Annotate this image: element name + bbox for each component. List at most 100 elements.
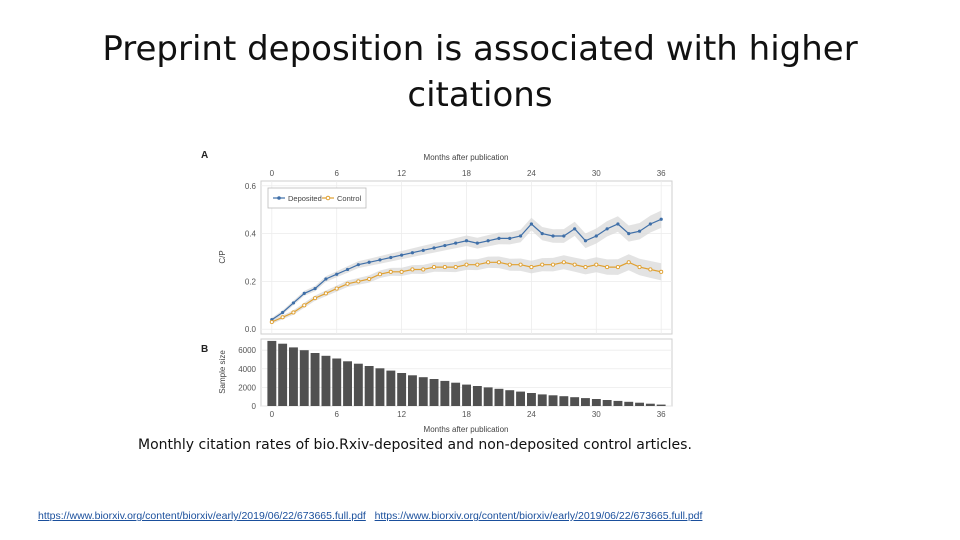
panel-a-top-xlabel: Months after publication [424, 153, 509, 162]
data-point-deposited [335, 272, 339, 276]
data-point-control [561, 260, 566, 265]
panel-a-confidence-bands [271, 210, 662, 324]
data-point-deposited [410, 251, 415, 255]
data-point-deposited [302, 291, 306, 295]
bar [375, 368, 385, 406]
data-point-deposited [367, 260, 371, 264]
bar [397, 373, 407, 406]
bar [364, 366, 374, 406]
data-point-control [432, 265, 437, 270]
bar [559, 396, 569, 406]
legend-deposited-marker [277, 196, 281, 200]
panel-b-label: B [201, 344, 208, 355]
bar [462, 384, 471, 406]
data-point-control [464, 262, 469, 267]
panel-b-xtick-label: 12 [397, 410, 406, 419]
data-point-deposited [562, 234, 566, 238]
citation-figure: A Months after publication 0 6 12 18 24 30 36 … [201, 150, 673, 434]
slide-title: Preprint deposition is associated with h… [102, 29, 858, 115]
data-point-control [475, 262, 480, 267]
data-point-deposited [291, 301, 296, 305]
bar [591, 399, 601, 406]
panel-a-ytick-label: 0.0 [245, 325, 257, 334]
data-point-deposited [508, 236, 512, 240]
panel-b-xlabel: Months after publication [424, 425, 509, 434]
bar [418, 377, 428, 406]
panel-b-xtick-label: 30 [592, 410, 601, 419]
data-point-control [648, 267, 653, 272]
bar [645, 403, 655, 406]
data-point-control [377, 272, 383, 277]
bar [321, 355, 331, 407]
bar [602, 400, 612, 406]
legend-deposited-label: Deposited [288, 194, 322, 203]
data-point-deposited [605, 227, 609, 231]
bar [581, 398, 590, 406]
data-point-deposited [627, 231, 631, 236]
data-point-control [615, 265, 620, 270]
panel-b-yticks: 0 2000 4000 6000 [238, 346, 256, 411]
data-point-control [572, 262, 577, 267]
data-point-deposited [454, 241, 458, 245]
bar [310, 353, 320, 406]
panel-a-xtick-label: 18 [462, 169, 471, 178]
bar [494, 388, 504, 406]
panel-b-xtick-label: 0 [270, 410, 275, 419]
bar [267, 340, 277, 406]
legend-control-label: Control [337, 194, 362, 203]
data-point-control [529, 265, 534, 270]
bar [505, 390, 515, 406]
data-point-control [583, 265, 588, 270]
data-point-control [626, 260, 631, 265]
bar [278, 343, 288, 406]
data-point-control [334, 286, 339, 291]
data-point-deposited [637, 229, 642, 233]
data-point-deposited [313, 286, 317, 291]
panel-a-ylabel: C/P [218, 250, 227, 263]
data-point-control [388, 269, 393, 274]
bar [343, 361, 352, 406]
figure-caption: Monthly citation rates of bio.Rxiv-depos… [138, 437, 692, 453]
confidence-band-deposited [271, 210, 662, 322]
bar [613, 400, 623, 406]
data-point-control [421, 267, 426, 272]
data-point-deposited [497, 236, 501, 240]
legend-box [267, 187, 367, 209]
panel-b-xtick-label: 6 [334, 410, 339, 419]
source-link-1[interactable]: https://www.biorxiv.org/content/biorxiv/… [38, 510, 366, 522]
data-point-deposited [421, 248, 425, 252]
bar [353, 363, 363, 406]
data-point-deposited [540, 231, 544, 236]
data-point-deposited [648, 222, 652, 226]
data-point-control [496, 260, 501, 265]
data-point-deposited [443, 243, 447, 248]
bar [635, 402, 644, 406]
data-point-deposited [281, 310, 285, 315]
data-point-control [518, 262, 523, 267]
data-point-deposited [464, 239, 469, 243]
data-point-deposited [378, 258, 382, 262]
data-point-control [291, 310, 296, 315]
source-link-2[interactable]: https://www.biorxiv.org/content/biorxiv/… [374, 510, 703, 522]
data-point-control [540, 262, 545, 267]
data-point-control [356, 279, 361, 284]
panel-b-ytick-label: 4000 [238, 365, 256, 374]
bar [299, 350, 309, 406]
data-point-control [280, 315, 285, 320]
data-point-control [486, 260, 491, 265]
panel-a-yticks: 0.0 0.2 0.4 0.6 [245, 182, 257, 334]
data-point-control [302, 303, 307, 308]
legend-control-marker [325, 195, 331, 201]
bar [440, 380, 450, 406]
data-point-deposited [551, 234, 555, 238]
data-point-deposited [432, 246, 436, 250]
panel-b-xtick-label: 18 [462, 410, 471, 419]
data-point-deposited [518, 234, 523, 238]
data-point-control [637, 265, 642, 270]
data-point-control [399, 269, 404, 274]
bar [451, 382, 461, 406]
data-point-control [323, 291, 328, 296]
bar [624, 401, 634, 406]
data-point-deposited [400, 253, 404, 257]
data-point-control [453, 265, 458, 270]
